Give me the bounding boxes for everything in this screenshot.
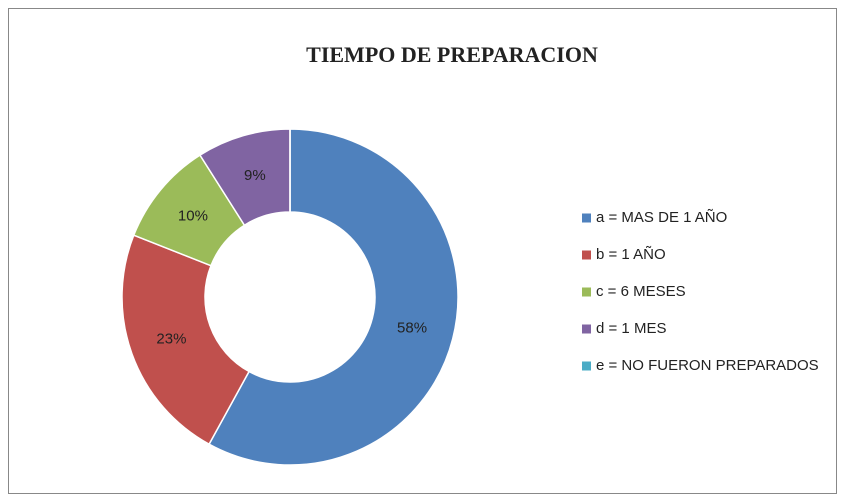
legend-swatch — [582, 361, 591, 371]
legend-swatch — [582, 213, 591, 223]
donut-slice — [121, 234, 251, 446]
data-label: 23% — [156, 331, 186, 348]
legend-label: b = 1 AÑO — [596, 246, 666, 263]
data-label: 9% — [244, 167, 266, 184]
data-label: 10% — [178, 208, 208, 225]
legend-label: a = MAS DE 1 AÑO — [596, 209, 727, 226]
donut-slice — [208, 128, 459, 466]
legend-swatch — [582, 324, 591, 334]
legend-swatch — [582, 250, 591, 260]
legend-label: d = 1 MES — [596, 320, 666, 337]
legend-label: e = NO FUERON PREPARADOS — [596, 357, 819, 374]
chart-title: TIEMPO DE PREPARACION — [306, 42, 598, 67]
data-label: 58% — [397, 319, 427, 336]
legend-label: c = 6 MESES — [596, 283, 686, 300]
legend-swatch — [582, 287, 591, 297]
